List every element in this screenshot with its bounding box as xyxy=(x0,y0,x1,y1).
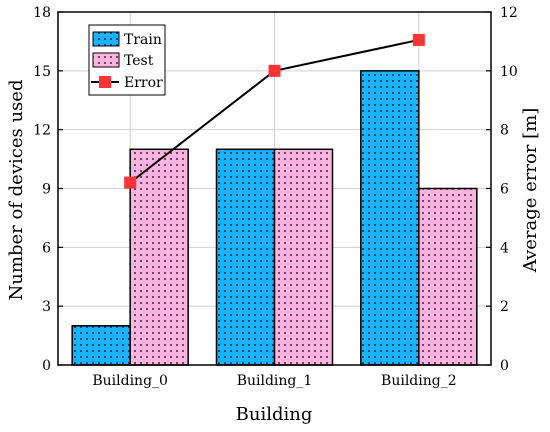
bars xyxy=(71,70,478,366)
y-axis-ticks: 0 3 6 9 12 15 18 xyxy=(33,5,63,374)
y-axis-title: Number of devices used xyxy=(6,80,27,301)
legend-marker-error xyxy=(99,76,111,88)
y-tick-label: 0 xyxy=(42,358,51,374)
y-tick-label: 6 xyxy=(42,240,51,256)
x-axis-title: Building xyxy=(236,404,313,425)
y2-tick-label: 10 xyxy=(500,64,518,80)
y-tick-label: 9 xyxy=(42,182,51,198)
error-point-1 xyxy=(268,64,281,77)
bar-test-2 xyxy=(418,187,478,366)
legend-label-train: Train xyxy=(124,32,162,48)
y-tick-label: 15 xyxy=(33,64,51,80)
y2-tick-label: 12 xyxy=(500,5,518,21)
y2-axis-ticks: 0 2 4 6 8 10 12 xyxy=(486,5,518,374)
legend-swatch-train xyxy=(92,31,120,47)
error-point-0 xyxy=(124,176,137,189)
y2-tick-label: 2 xyxy=(500,299,509,315)
y-tick-label: 18 xyxy=(33,5,51,21)
x-tick-label: Building_2 xyxy=(381,373,457,389)
x-tick-label: Building_0 xyxy=(92,373,168,389)
bar-test-1 xyxy=(273,148,334,366)
bar-train-2 xyxy=(360,70,420,366)
x-tick-label: Building_1 xyxy=(237,373,313,389)
y2-tick-label: 6 xyxy=(500,182,509,198)
bar-train-0 xyxy=(71,325,131,366)
error-line xyxy=(124,33,425,189)
y2-tick-label: 4 xyxy=(500,240,509,256)
legend: Train Test Error xyxy=(88,24,166,96)
y2-tick-label: 8 xyxy=(500,123,509,139)
legend-label-error: Error xyxy=(124,75,163,91)
legend-swatch-test xyxy=(92,52,120,68)
y-tick-label: 3 xyxy=(42,299,51,315)
x-axis-ticks: Building_0 Building_1 Building_2 xyxy=(92,360,457,389)
error-point-2 xyxy=(412,33,425,46)
y2-tick-label: 0 xyxy=(500,358,509,374)
y2-axis-title: Average error [m] xyxy=(520,108,541,273)
bar-test-0 xyxy=(129,148,189,366)
legend-label-test: Test xyxy=(124,53,154,69)
bar-train-1 xyxy=(215,148,276,366)
y-tick-label: 12 xyxy=(33,123,51,139)
